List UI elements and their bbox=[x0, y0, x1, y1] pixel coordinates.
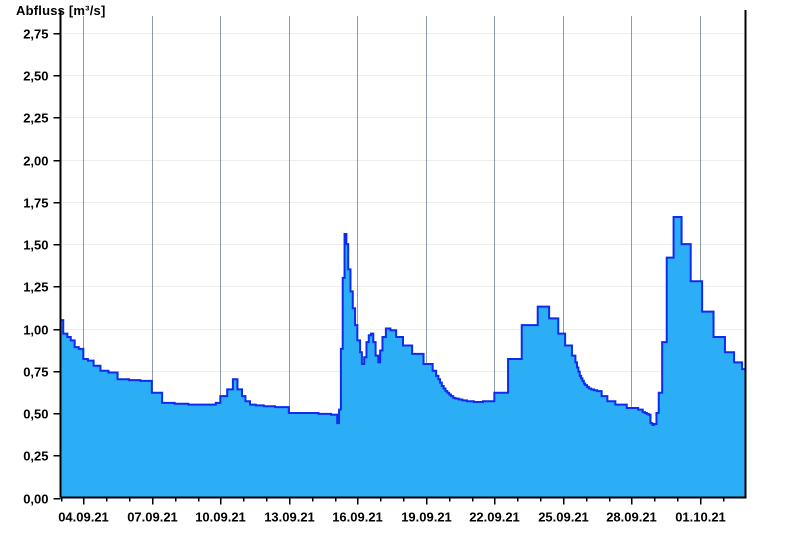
y-tick-label: 1,75 bbox=[23, 196, 48, 211]
y-tick-label: 2,25 bbox=[23, 111, 48, 126]
y-tick-label: 0,00 bbox=[23, 492, 48, 507]
x-tick-label: 16.09.21 bbox=[332, 510, 383, 525]
y-tick-label: 1,00 bbox=[23, 323, 48, 338]
x-tick-label: 04.09.21 bbox=[58, 510, 109, 525]
x-tick-label: 22.09.21 bbox=[469, 510, 520, 525]
y-tick-label: 2,75 bbox=[23, 27, 48, 42]
x-tick-label: 25.09.21 bbox=[538, 510, 589, 525]
y-tick-label: 0,25 bbox=[23, 449, 48, 464]
y-axis-ticks: 0,00 0,25 0,50 0,75 1,00 1,25 1,50 1,75 2,00 2,25… bbox=[23, 27, 61, 507]
discharge-area-series bbox=[60, 216, 747, 498]
x-tick-label: 19.09.21 bbox=[401, 510, 452, 525]
y-tick-label: 0,50 bbox=[23, 407, 48, 422]
x-tick-label: 07.09.21 bbox=[127, 510, 178, 525]
y-tick-label: 1,25 bbox=[23, 280, 48, 295]
x-tick-label: 28.09.21 bbox=[606, 510, 657, 525]
y-tick-label: 0,75 bbox=[23, 365, 48, 380]
x-tick-label: 10.09.21 bbox=[195, 510, 246, 525]
x-tick-label: 13.09.21 bbox=[264, 510, 315, 525]
x-axis-ticks: 04.09.21 07.09.21 10.09.21 13.09.21 16.09.21… bbox=[58, 497, 726, 525]
y-tick-label: 2,50 bbox=[23, 69, 48, 84]
y-tick-label: 1,50 bbox=[23, 238, 48, 253]
x-tick-label: 01.10.21 bbox=[675, 510, 726, 525]
y-tick-label: 2,00 bbox=[23, 154, 48, 169]
